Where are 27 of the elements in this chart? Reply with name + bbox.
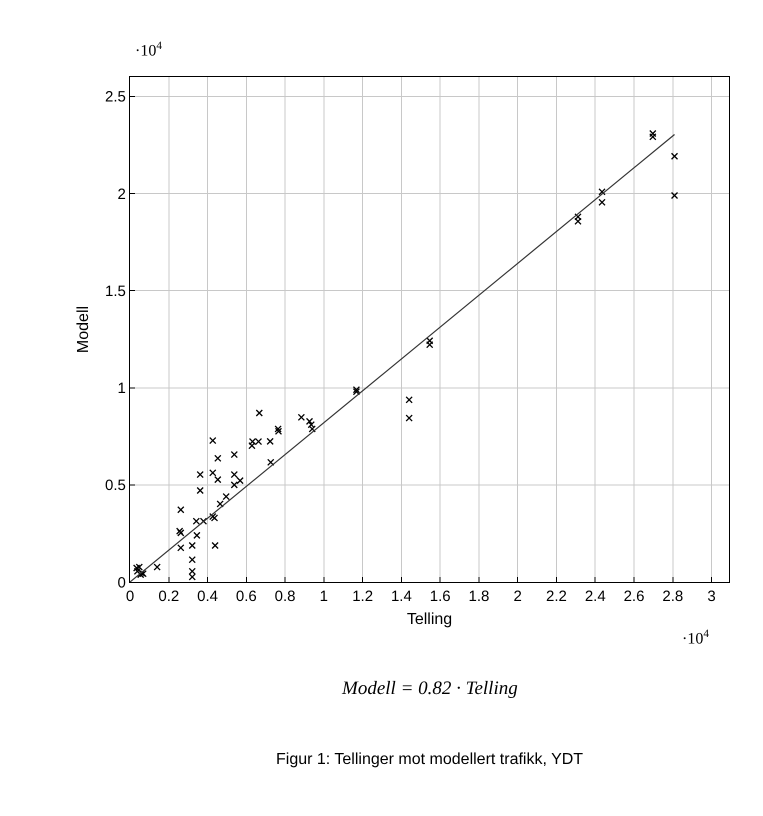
- text: Figur 1: Tellinger mot modellert trafikk, YDT: [276, 751, 584, 768]
- x-tick-label: 1.6: [430, 588, 451, 606]
- text: Modell = 0.82 · Telling: [341, 678, 518, 699]
- text: ·10$^{4}$: [682, 628, 710, 648]
- x-tick-label: 1: [320, 588, 328, 606]
- y-tick-label: 1: [118, 380, 126, 398]
- x-tick-label: 2.4: [584, 588, 606, 606]
- x-tick-label: 1.2: [352, 588, 374, 606]
- x-tick-label: 2.6: [624, 588, 644, 606]
- x-tick-label: 3: [707, 588, 716, 606]
- y-tick-label: 0: [118, 574, 126, 592]
- y-tick-label: 2: [118, 186, 126, 203]
- y-tick-label: 0.5: [105, 477, 126, 494]
- y-tick-label: 1.5: [105, 282, 126, 300]
- x-axis-title: Telling: [406, 610, 452, 628]
- x-tick-label: 0.2: [158, 588, 180, 606]
- x-tick-label: 1.4: [390, 588, 412, 606]
- y-tick-label: 2.5: [105, 88, 126, 106]
- x-tick-label: 0.4: [197, 588, 218, 606]
- x-tick-label: 2.2: [546, 588, 567, 606]
- x-tick-label: 1.8: [468, 588, 490, 606]
- y-axis-title: Modell: [74, 306, 92, 354]
- x-tick-label: 0.8: [274, 588, 296, 606]
- x-tick-label: 0.6: [236, 588, 257, 606]
- text: ·10$^{4}$: [135, 40, 162, 60]
- x-tick-label: 2.8: [662, 588, 684, 606]
- x-tick-label: 2: [514, 588, 522, 606]
